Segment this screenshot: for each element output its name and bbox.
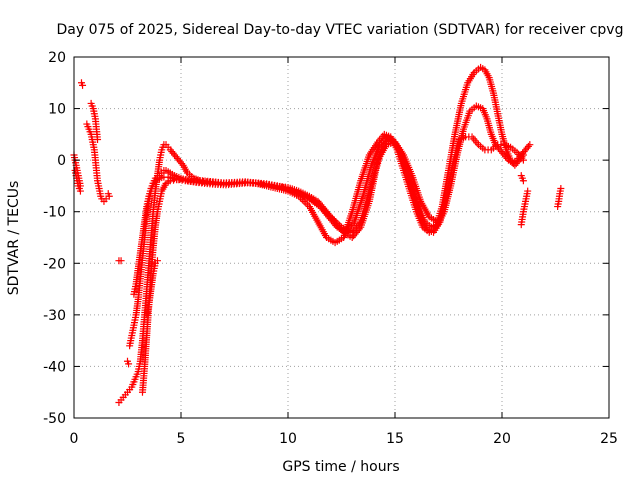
series-late-pass-2 bbox=[517, 172, 527, 185]
series-early-pass-2 bbox=[71, 166, 84, 195]
series-early-pass-7 bbox=[115, 257, 125, 265]
data-point bbox=[94, 136, 102, 144]
series-rise-e bbox=[143, 257, 161, 319]
series-rise-d bbox=[138, 138, 442, 396]
x-tick-label: 10 bbox=[279, 431, 297, 447]
axis-ticks bbox=[73, 56, 610, 419]
data-point bbox=[178, 160, 186, 168]
x-tick-label: 0 bbox=[70, 431, 79, 447]
data-point bbox=[125, 360, 133, 368]
series-late-pass-1 bbox=[517, 187, 532, 229]
y-axis-title: SDTVAR / TECUs bbox=[6, 181, 22, 296]
series-early-pass-5 bbox=[87, 99, 102, 144]
x-tick-labels: 0 5 10 15 20 25 bbox=[70, 431, 618, 447]
data-point bbox=[105, 192, 113, 200]
x-tick-label: 5 bbox=[177, 431, 186, 447]
data-point bbox=[526, 141, 534, 149]
plot-frame bbox=[73, 56, 610, 419]
x-tick-label: 20 bbox=[493, 431, 511, 447]
series-early-pass-4 bbox=[83, 120, 110, 205]
data-point bbox=[519, 177, 527, 185]
data-point bbox=[79, 81, 87, 89]
data-point bbox=[519, 156, 527, 164]
data-point bbox=[557, 185, 565, 193]
y-tick-label: -40 bbox=[43, 359, 66, 375]
y-tick-label: 10 bbox=[48, 102, 66, 118]
data-point bbox=[117, 257, 125, 265]
data-point bbox=[503, 154, 511, 162]
y-tick-label: -50 bbox=[43, 411, 66, 427]
series-early-pass-3 bbox=[77, 79, 87, 89]
y-tick-label: 0 bbox=[57, 153, 66, 169]
data-point bbox=[434, 218, 442, 226]
data-point bbox=[524, 187, 532, 195]
data-point bbox=[355, 220, 363, 228]
data-point bbox=[349, 220, 357, 228]
grid bbox=[74, 57, 609, 418]
data-marks bbox=[70, 63, 565, 407]
y-tick-label: -10 bbox=[43, 205, 66, 221]
chart-title: Day 075 of 2025, Sidereal Day-to-day VTE… bbox=[57, 22, 624, 38]
x-tick-label: 25 bbox=[600, 431, 618, 447]
series-early-pass-8 bbox=[124, 357, 133, 368]
y-tick-label: 20 bbox=[48, 50, 66, 66]
data-point bbox=[524, 142, 532, 150]
series-late-pass-3 bbox=[554, 185, 565, 211]
y-tick-labels: 20 10 0 -10 -20 -30 -40 -50 bbox=[43, 50, 66, 427]
x-axis-title: GPS time / hours bbox=[282, 459, 399, 475]
data-point bbox=[76, 187, 84, 195]
x-tick-label: 15 bbox=[386, 431, 404, 447]
data-point bbox=[153, 257, 161, 265]
y-tick-label: -20 bbox=[43, 256, 66, 272]
series-early-pass-6 bbox=[104, 190, 113, 200]
y-tick-label: -30 bbox=[43, 308, 66, 324]
